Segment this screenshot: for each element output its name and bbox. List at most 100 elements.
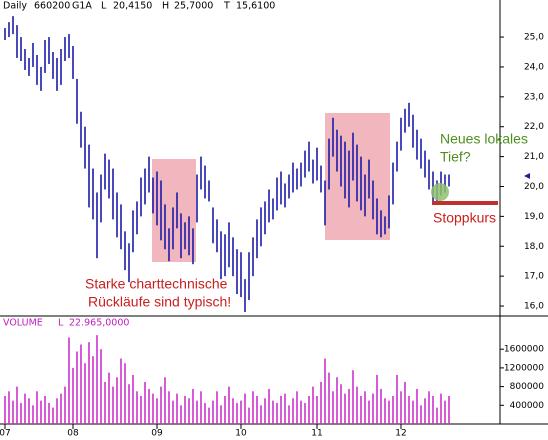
x-tick-label: 12 xyxy=(395,429,406,439)
volume-bar xyxy=(160,386,162,424)
volume-bar xyxy=(348,388,350,424)
volume-bar xyxy=(116,377,118,424)
volume-bar xyxy=(176,393,178,424)
y-tick-label: 21,0 xyxy=(524,152,544,162)
annotation: Tief? xyxy=(440,149,471,165)
volume-bar xyxy=(208,407,210,424)
y-tick-label: 20,0 xyxy=(524,182,544,192)
volume-last-label: L xyxy=(58,318,64,329)
volume-bar xyxy=(228,386,230,424)
volume-bar xyxy=(76,351,78,424)
volume-bar xyxy=(328,372,330,424)
volume-bar xyxy=(428,391,430,424)
volume-bar xyxy=(72,367,74,424)
volume-bar xyxy=(180,405,182,424)
volume-bar xyxy=(132,374,134,424)
volume-bar xyxy=(416,388,418,424)
volume-bar xyxy=(156,398,158,424)
volume-bar xyxy=(400,391,402,424)
annotation: Rückläufe sind typisch! xyxy=(88,294,231,310)
y-tick-label: 25,0 xyxy=(524,33,544,43)
y-tick-label: 400000 xyxy=(510,401,545,411)
volume-bar xyxy=(192,388,194,424)
volume-bar xyxy=(340,384,342,424)
volume-bar xyxy=(28,398,30,424)
volume-bar xyxy=(136,391,138,424)
y-tick-label: 22,0 xyxy=(524,122,544,132)
volume-bar xyxy=(52,407,54,424)
volume-bar xyxy=(440,393,442,424)
volume-bar xyxy=(236,402,238,424)
volume-bar xyxy=(32,405,34,424)
volume-bar xyxy=(152,393,154,424)
period: Daily xyxy=(3,1,27,12)
volume-bar xyxy=(388,400,390,424)
volume-bar xyxy=(376,374,378,424)
volume-bar xyxy=(256,395,258,424)
volume-bar xyxy=(304,402,306,424)
volume-bar xyxy=(96,335,98,424)
volume-bar xyxy=(224,395,226,424)
volume-bar xyxy=(240,400,242,424)
annotation: Stoppkurs xyxy=(433,210,496,226)
x-tick-label: 10 xyxy=(235,429,247,439)
volume-bar xyxy=(148,388,150,424)
low-marker xyxy=(431,183,449,201)
volume-bar xyxy=(316,395,318,424)
volume-bar xyxy=(344,393,346,424)
volume-bar xyxy=(88,342,90,424)
y-tick-label: 16,0 xyxy=(524,302,544,312)
low-value: 20,4150 xyxy=(113,1,152,12)
volume-bar xyxy=(112,386,114,424)
volume-bar xyxy=(380,388,382,424)
volume-bar xyxy=(420,405,422,424)
high-value: 25,7000 xyxy=(174,1,213,12)
volume-bar xyxy=(312,386,314,424)
volume-bar xyxy=(300,400,302,424)
volume-bar xyxy=(408,395,410,424)
volume-bar xyxy=(144,381,146,424)
volume-bar xyxy=(444,400,446,424)
volume-bar xyxy=(204,402,206,424)
volume-bar xyxy=(200,391,202,424)
volume-bar xyxy=(248,407,250,424)
volume-bar xyxy=(288,405,290,424)
code: 660200 xyxy=(34,1,70,12)
volume-bar xyxy=(184,395,186,424)
volume-bar xyxy=(188,398,190,424)
volume-bar xyxy=(232,398,234,424)
volume-bar xyxy=(356,386,358,424)
volume-bar xyxy=(372,393,374,424)
volume-bar xyxy=(292,398,294,424)
volume-bar xyxy=(320,381,322,424)
volume-bar xyxy=(384,398,386,424)
volume-bar xyxy=(164,377,166,424)
last-value: 15,6100 xyxy=(236,1,275,12)
volume-bar xyxy=(296,391,298,424)
volume-bar xyxy=(8,391,10,424)
volume-bar xyxy=(4,395,6,424)
annotation: Neues lokales xyxy=(440,131,528,147)
volume-bar xyxy=(252,391,254,424)
y-tick-label: 1600000 xyxy=(504,345,544,355)
volume-bar xyxy=(404,381,406,424)
volume-title: VOLUME xyxy=(3,318,43,329)
volume-bar xyxy=(360,395,362,424)
volume-bar xyxy=(16,386,18,424)
volume-bar xyxy=(392,395,394,424)
volume-bar xyxy=(368,400,370,424)
annotation: Starke charttechnische xyxy=(85,276,228,292)
volume-bar xyxy=(44,395,46,424)
volume-bar xyxy=(56,398,58,424)
volume-bar xyxy=(276,402,278,424)
last-price-marker xyxy=(524,173,530,179)
volume-bar xyxy=(396,374,398,424)
x-tick-label: 07 xyxy=(0,429,11,439)
volume-bar xyxy=(212,400,214,424)
exchange: G1A xyxy=(72,1,92,12)
x-tick-label: 11 xyxy=(311,429,322,439)
volume-bar xyxy=(108,372,110,424)
volume-bar xyxy=(168,391,170,424)
volume-bar xyxy=(128,384,130,424)
